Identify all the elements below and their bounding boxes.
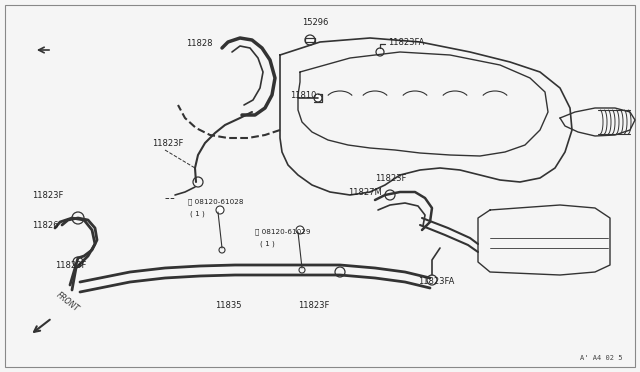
Text: 11810: 11810 [290, 90, 316, 99]
Text: 15296: 15296 [302, 17, 328, 26]
Text: 11827M: 11827M [348, 187, 381, 196]
Text: 11823FA: 11823FA [388, 38, 424, 46]
Text: 11823F: 11823F [298, 301, 330, 311]
Circle shape [296, 226, 304, 234]
Text: 11823FA: 11823FA [418, 278, 454, 286]
Text: ( 1 ): ( 1 ) [260, 241, 275, 247]
Text: 11828: 11828 [186, 38, 212, 48]
Text: 11823F: 11823F [152, 138, 184, 148]
Text: 11823F: 11823F [32, 190, 63, 199]
Circle shape [305, 35, 315, 45]
Text: 11823F: 11823F [55, 260, 86, 269]
Text: 11826: 11826 [32, 221, 58, 230]
Text: ( 1 ): ( 1 ) [190, 211, 205, 217]
Circle shape [216, 206, 224, 214]
Text: A' A4 02 5: A' A4 02 5 [580, 355, 623, 361]
Text: FRONT: FRONT [55, 291, 81, 314]
Circle shape [314, 94, 322, 102]
Text: 11835: 11835 [215, 301, 241, 311]
Text: Ⓑ 08120-61028: Ⓑ 08120-61028 [188, 199, 243, 205]
Text: 11823F: 11823F [375, 173, 406, 183]
Text: Ⓑ 08120-61029: Ⓑ 08120-61029 [255, 229, 310, 235]
